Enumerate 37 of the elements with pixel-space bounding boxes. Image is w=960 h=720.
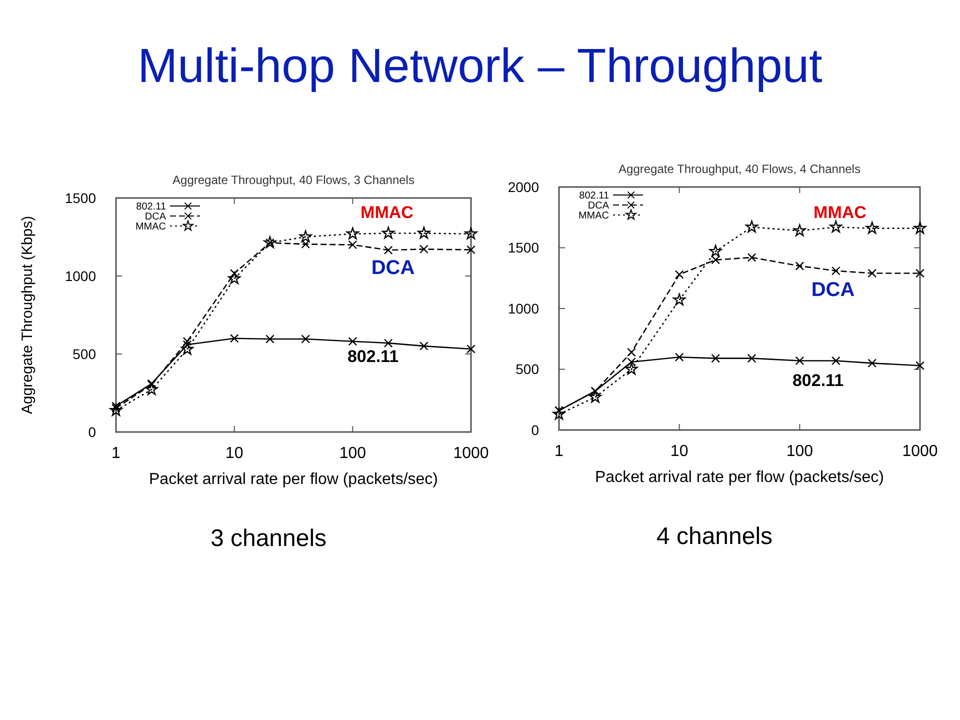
y-tick-label: 1000 [64,268,96,284]
x-axis-title: Packet arrival rate per flow (packets/sec) [595,469,884,486]
legend-label: 802.11 [136,202,166,212]
legend-label: DCA [144,212,166,222]
annotation: DCA [811,279,855,301]
y-tick-label: 0 [88,424,96,440]
y-axis-title: Aggregate Throughput (Kbps) [19,216,36,414]
x-tick-label: 1 [554,443,564,460]
text: 4 channels [656,523,773,550]
x-tick-label: 1000 [453,445,489,462]
annotation: MMAC [814,202,866,222]
x-axis-title: Packet arrival rate per flow (packets/sec) [149,471,438,488]
chart-title: Aggregate Throughput, 40 Flows, 3 Channels [172,173,414,187]
y-tick-label: 1500 [508,240,540,256]
y-tick-label: 1500 [64,190,96,206]
annotation: 802.11 [347,346,399,366]
x-tick-label: 1 [112,445,121,462]
text: Multi-hop Network – Throughput [138,40,822,93]
annotation: MMAC [360,202,414,222]
y-tick-label: 1000 [508,300,540,316]
x-tick-label: 100 [339,445,366,462]
y-tick-label: 0 [531,422,540,438]
y-tick-label: 500 [72,346,96,362]
legend-label: DCA [588,200,610,212]
chart-title: Aggregate Throughput, 40 Flows, 4 Channels [618,162,860,176]
annotation: DCA [371,257,415,279]
y-tick-label: 500 [516,361,540,378]
x-tick-label: 10 [670,443,688,460]
annotation: 802.11 [792,370,844,390]
legend-label: MMAC [578,210,609,222]
x-tick-label: 1000 [902,443,938,460]
legend-label: MMAC [135,222,166,232]
text: 3 channels [210,525,327,552]
x-tick-label: 100 [786,443,814,460]
y-tick-label: 2000 [508,178,540,195]
x-tick-label: 10 [225,445,244,462]
legend-label: 802.11 [579,190,610,202]
